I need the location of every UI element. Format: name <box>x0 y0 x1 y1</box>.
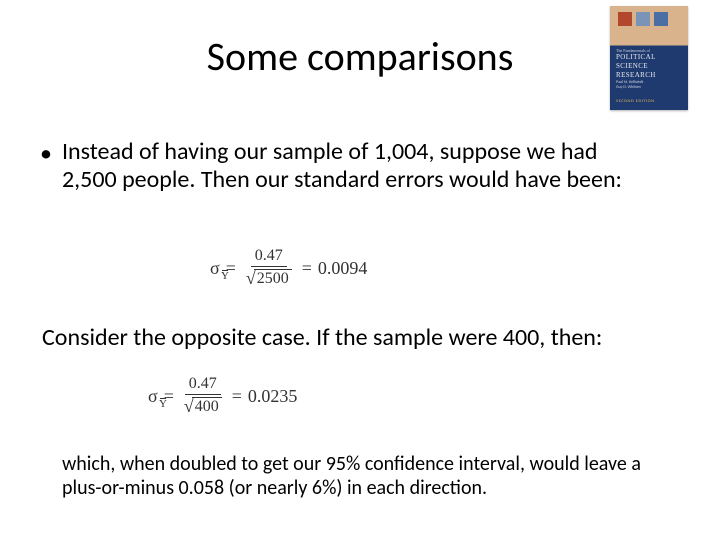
cover-decor-squares <box>618 12 668 26</box>
cover-square-icon <box>636 12 650 26</box>
cover-square-icon <box>654 12 668 26</box>
cover-author: Paul M. Kellstedt Guy D. Whitten <box>616 80 643 90</box>
sigma-glyph: σ <box>148 386 158 406</box>
ybar-subscript: Y <box>221 270 229 282</box>
cover-title-block: The Fundamentals of POLITICAL SCIENCE RE… <box>616 48 682 79</box>
fraction: 0.47 √ 400 <box>180 376 226 416</box>
cover-edition: SECOND EDITION <box>616 99 655 104</box>
equals-sign: = <box>302 258 312 279</box>
ybar-subscript: Y <box>159 398 167 410</box>
cover-title-line: POLITICAL <box>616 53 682 62</box>
fraction-denominator: √ 400 <box>180 395 226 416</box>
sigma-glyph: σ <box>210 258 220 278</box>
bullet-marker: • <box>40 140 52 168</box>
fraction-denominator: √ 2500 <box>242 267 296 288</box>
bottom-paragraph: which, when doubled to get our 95% confi… <box>62 452 658 500</box>
formula-result: 0.0235 <box>248 386 298 407</box>
bullet-text: Instead of having our sample of 1,004, s… <box>62 137 622 194</box>
fraction: 0.47 √ 2500 <box>242 248 296 288</box>
sqrt: √ 2500 <box>246 269 292 288</box>
fraction-numerator: 0.47 <box>185 376 221 395</box>
cover-title-line: SCIENCE <box>616 62 682 71</box>
sigma-symbol: σ Y <box>148 386 158 407</box>
formula-se-2500: σ Y = 0.47 √ 2500 = 0.0094 <box>210 248 367 288</box>
bullet-paragraph: • Instead of having our sample of 1,004,… <box>62 138 650 193</box>
equals-sign: = <box>232 386 242 407</box>
sqrt: √ 400 <box>184 397 222 416</box>
slide: Some comparisons The Fundamentals of POL… <box>0 0 720 540</box>
formula-se-400: σ Y = 0.47 √ 400 = 0.0235 <box>148 376 297 416</box>
radicand: 2500 <box>254 269 292 288</box>
radicand: 400 <box>192 397 222 416</box>
middle-paragraph: Consider the opposite case. If the sampl… <box>42 324 678 352</box>
book-cover-image: The Fundamentals of POLITICAL SCIENCE RE… <box>610 6 688 110</box>
cover-author-line: Guy D. Whitten <box>616 85 643 90</box>
cover-title-line: RESEARCH <box>616 71 682 80</box>
cover-square-icon <box>618 12 632 26</box>
formula-result: 0.0094 <box>318 258 368 279</box>
fraction-numerator: 0.47 <box>251 248 287 267</box>
sigma-symbol: σ Y <box>210 258 220 279</box>
